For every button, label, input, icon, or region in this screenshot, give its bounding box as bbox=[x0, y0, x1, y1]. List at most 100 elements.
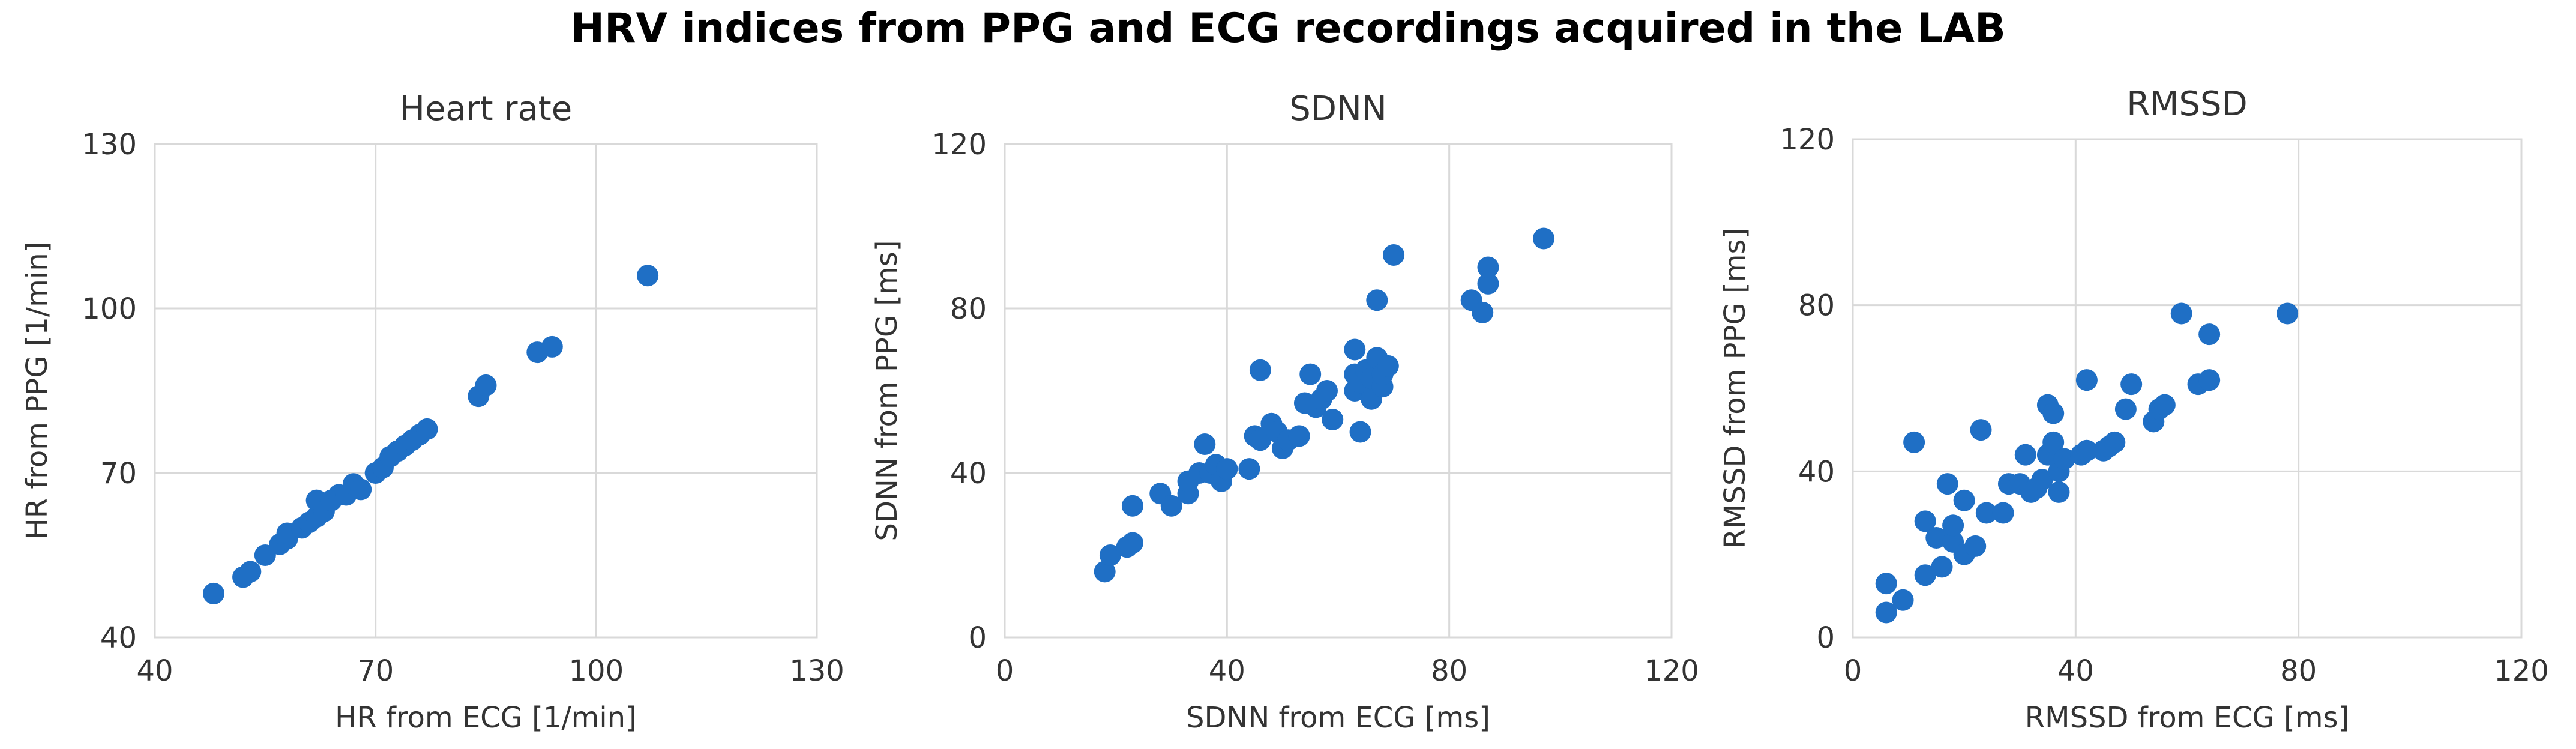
rmssd-data-point bbox=[2114, 398, 2137, 420]
heart-rate-data-point bbox=[239, 561, 262, 583]
heart-rate-data-point bbox=[475, 374, 497, 396]
rmssd-data-point bbox=[2048, 481, 2070, 503]
heart-rate-data-point bbox=[541, 335, 563, 358]
rmssd-data-point bbox=[2042, 431, 2065, 453]
sdnn-data-point bbox=[1383, 244, 1405, 266]
sdnn-data-point bbox=[1316, 380, 1338, 402]
sdnn-y-tick-label: 40 bbox=[950, 457, 987, 490]
rmssd-data-point bbox=[1914, 564, 1936, 586]
rmssd-x-tick-label: 40 bbox=[2057, 654, 2094, 688]
heart-rate-y-axis-label: HR from PPG [1/min] bbox=[20, 242, 54, 540]
sdnn-data-point bbox=[1121, 495, 1143, 517]
rmssd-x-tick-label: 0 bbox=[1844, 654, 1862, 688]
rmssd-y-tick-label: 40 bbox=[1798, 455, 1835, 489]
sdnn-data-point bbox=[1099, 544, 1121, 566]
sdnn-data-point bbox=[1322, 408, 1344, 430]
rmssd-data-point bbox=[2198, 323, 2221, 346]
heart-rate-data-point bbox=[637, 265, 659, 287]
rmssd-data-point bbox=[2153, 394, 2176, 416]
heart-rate-y-tick-label: 70 bbox=[100, 457, 137, 490]
sdnn-data-point bbox=[1472, 301, 1494, 323]
rmssd-data-point bbox=[2277, 302, 2299, 325]
sdnn-x-tick-label: 120 bbox=[1644, 654, 1699, 688]
sdnn-data-point bbox=[1377, 355, 1399, 377]
sdnn-data-point bbox=[1344, 338, 1366, 361]
rmssd-data-point bbox=[1953, 489, 1975, 511]
rmssd-data-point bbox=[2014, 444, 2036, 466]
rmssd-data-point bbox=[1931, 556, 1953, 578]
sdnn-y-tick-label: 120 bbox=[931, 128, 987, 161]
sdnn-x-tick-label: 80 bbox=[1431, 654, 1467, 688]
heart-rate-data-point bbox=[203, 582, 225, 604]
sdnn-data-point bbox=[1121, 532, 1143, 554]
sdnn-data-point bbox=[1349, 421, 1371, 443]
rmssd-data-point bbox=[2104, 431, 2126, 453]
rmssd-data-point bbox=[1970, 419, 1992, 441]
rmssd-y-tick-label: 120 bbox=[1780, 123, 1835, 157]
rmssd-chart-title: RMSSD bbox=[2126, 85, 2247, 124]
sdnn-data-point bbox=[1160, 495, 1182, 517]
heart-rate-y-tick-label: 100 bbox=[82, 292, 137, 326]
sdnn-data-point bbox=[1288, 425, 1310, 447]
main-title: HRV indices from PPG and ECG recordings … bbox=[570, 5, 2006, 52]
rmssd-data-point bbox=[2075, 369, 2098, 391]
heart-rate-chart: 40 70 100 130 40 70 100 130 Heart rate HR from EC… bbox=[20, 89, 844, 735]
sdnn-data-point bbox=[1216, 458, 1238, 480]
rmssd-data-point bbox=[2031, 469, 2053, 491]
sdnn-data-point bbox=[1366, 289, 1388, 311]
sdnn-y-tick-label: 0 bbox=[968, 621, 987, 655]
sdnn-data-point bbox=[1249, 429, 1271, 451]
rmssd-data-point bbox=[2198, 369, 2221, 391]
sdnn-x-tick-label: 0 bbox=[996, 654, 1014, 688]
rmssd-data-point bbox=[1892, 589, 1914, 611]
sdnn-data-point bbox=[1533, 227, 1555, 250]
sdnn-chart: 0 40 80 120 0 40 80 120 SDNN SDNN from ECG [ms] SD… bbox=[870, 89, 1699, 735]
rmssd-y-tick-label: 80 bbox=[1798, 289, 1835, 323]
sdnn-y-tick-label: 80 bbox=[950, 292, 987, 326]
sdnn-data-point bbox=[1249, 359, 1271, 381]
rmssd-x-tick-label: 80 bbox=[2280, 654, 2317, 688]
sdnn-data-point bbox=[1238, 458, 1260, 480]
sdnn-data-point bbox=[1477, 256, 1499, 278]
sdnn-data-point bbox=[1477, 272, 1499, 295]
rmssd-data-point bbox=[1936, 473, 1958, 495]
rmssd-x-axis-label: RMSSD from ECG [ms] bbox=[2025, 701, 2349, 735]
heart-rate-chart-title: Heart rate bbox=[400, 89, 572, 128]
rmssd-data-point bbox=[1975, 502, 1997, 524]
rmssd-data-point bbox=[1942, 514, 1964, 537]
heart-rate-x-axis-label: HR from ECG [1/min] bbox=[335, 701, 637, 735]
sdnn-chart-title: SDNN bbox=[1289, 89, 1386, 128]
sdnn-x-tick-label: 40 bbox=[1209, 654, 1245, 688]
rmssd-plot-frame bbox=[1852, 138, 2523, 639]
heart-rate-data-point bbox=[254, 544, 276, 566]
heart-rate-x-tick-label: 100 bbox=[569, 654, 624, 688]
heart-rate-data-point bbox=[416, 418, 438, 440]
sdnn-data-point bbox=[1094, 561, 1116, 583]
sdnn-y-axis-label: SDNN from PPG [ms] bbox=[870, 240, 904, 541]
rmssd-data-point bbox=[2120, 373, 2143, 396]
rmssd-y-tick-label: 0 bbox=[1816, 621, 1835, 655]
rmssd-data-point bbox=[1925, 527, 1948, 549]
rmssd-y-axis-label: RMSSD from PPG [ms] bbox=[1718, 228, 1752, 549]
rmssd-data-point bbox=[1914, 510, 1936, 532]
rmssd-data-point bbox=[1903, 431, 1925, 453]
rmssd-data-point bbox=[2170, 302, 2192, 325]
heart-rate-y-tick-label: 130 bbox=[82, 128, 137, 161]
heart-rate-x-tick-label: 70 bbox=[357, 654, 394, 688]
sdnn-data-point bbox=[1194, 433, 1216, 456]
heart-rate-x-tick-label: 130 bbox=[789, 654, 844, 688]
rmssd-x-tick-label: 120 bbox=[2494, 654, 2549, 688]
sdnn-data-point bbox=[1299, 363, 1322, 385]
heart-rate-y-tick-label: 40 bbox=[100, 621, 137, 655]
rmssd-data-point bbox=[1875, 573, 1897, 595]
heart-rate-data-point bbox=[350, 478, 372, 501]
rmssd-data-point bbox=[1875, 601, 1897, 624]
sdnn-x-axis-label: SDNN from ECG [ms] bbox=[1186, 701, 1490, 735]
rmssd-data-point bbox=[2042, 402, 2065, 424]
rmssd-data-point bbox=[1992, 502, 2014, 524]
rmssd-data-point bbox=[2075, 439, 2098, 462]
heart-rate-x-tick-label: 40 bbox=[136, 654, 173, 688]
rmssd-data-point bbox=[2053, 448, 2075, 470]
rmssd-data-point bbox=[1964, 535, 1987, 557]
